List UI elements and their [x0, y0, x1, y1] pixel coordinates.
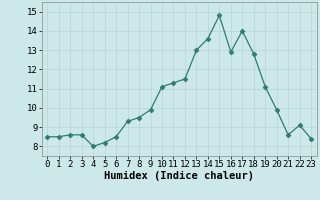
- X-axis label: Humidex (Indice chaleur): Humidex (Indice chaleur): [104, 171, 254, 181]
